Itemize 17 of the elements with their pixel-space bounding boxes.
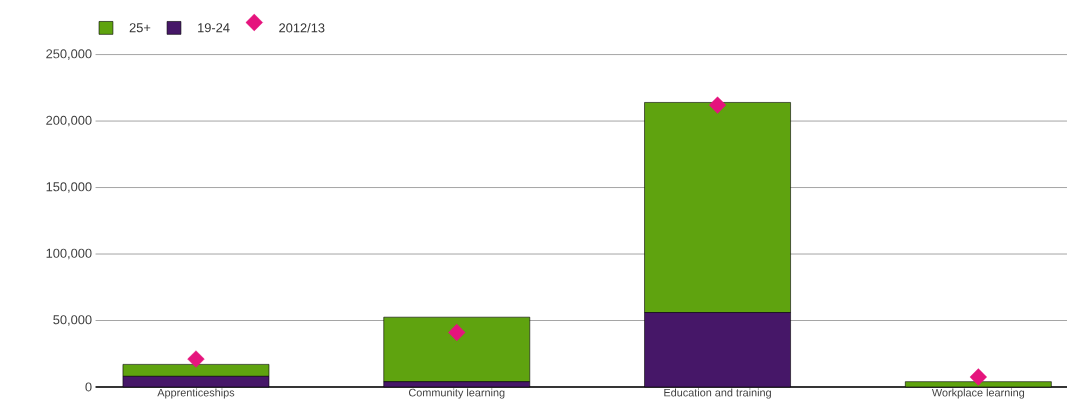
y-tick-label: 100,000 [46, 248, 92, 260]
x-tick-label: Apprenticeships [157, 388, 235, 399]
point [187, 350, 205, 368]
legend-label: 2012/13 [279, 23, 325, 33]
y-tick-label: 200,000 [46, 115, 92, 127]
y-tick-label: 150,000 [46, 182, 92, 193]
y-tick-label: 250,000 [46, 49, 92, 60]
y-tick-label: 50,000 [53, 315, 92, 326]
point [969, 368, 987, 386]
legend-label: 19-24 [198, 23, 230, 33]
x-tick-label: Education and training [664, 388, 771, 399]
x-tick-label: Community learning [408, 388, 505, 399]
y-tick-label: 0 [85, 382, 92, 392]
point [448, 323, 466, 342]
legend-label: 25+ [129, 23, 151, 33]
x-tick-label: Workplace learning [931, 388, 1025, 399]
point [708, 96, 727, 114]
